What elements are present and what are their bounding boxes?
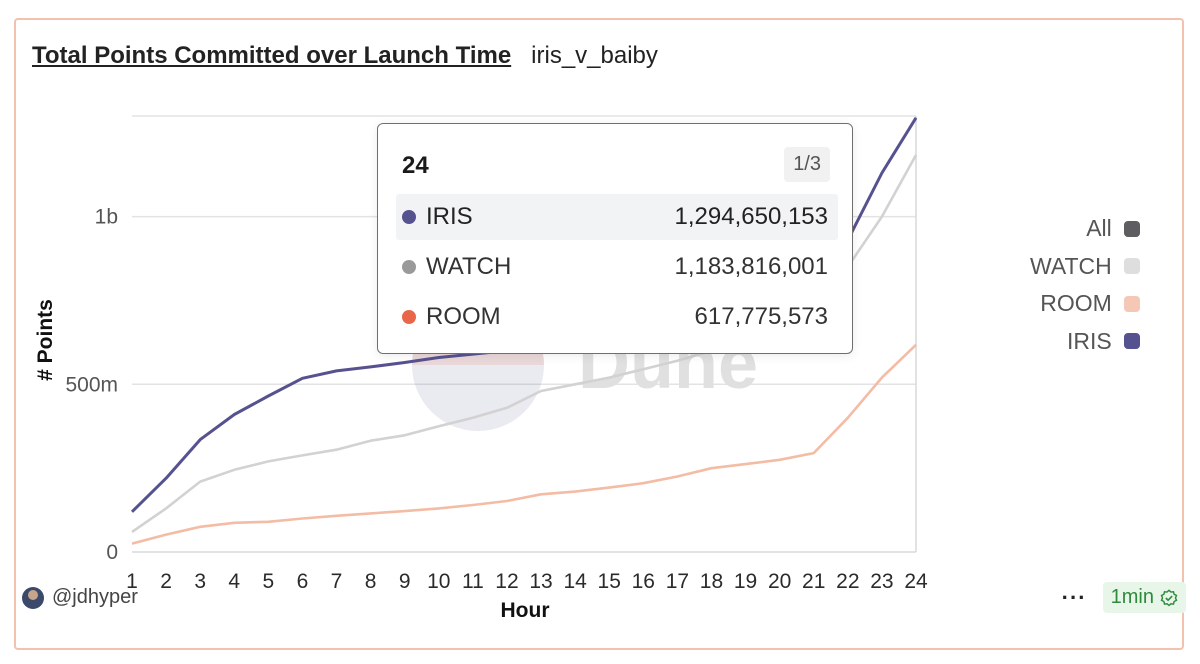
legend-item-all[interactable]: All <box>1030 210 1140 248</box>
footer-actions: ··· 1min <box>1062 582 1186 613</box>
tooltip-dot <box>402 210 416 224</box>
refresh-interval: 1min <box>1110 586 1154 608</box>
legend-item-iris[interactable]: IRIS <box>1030 323 1140 361</box>
legend-label: IRIS <box>1067 327 1112 354</box>
legend-label: WATCH <box>1030 252 1112 279</box>
x-tick-label: 20 <box>768 570 791 593</box>
legend-item-room[interactable]: ROOM <box>1030 285 1140 323</box>
avatar <box>22 586 44 609</box>
verified-check-icon <box>1160 588 1178 606</box>
legend-label: ROOM <box>1040 290 1112 317</box>
x-tick-label: 9 <box>399 570 411 593</box>
tooltip-series-value: 1,183,816,001 <box>674 253 828 280</box>
x-tick-label: 7 <box>331 570 343 593</box>
x-tick-label: 15 <box>598 570 621 593</box>
legend-swatch <box>1123 295 1140 312</box>
tooltip-series-value: 1,294,650,153 <box>674 203 828 230</box>
y-tick-label: 0 <box>106 541 118 564</box>
x-tick-label: 6 <box>297 570 309 593</box>
chart-tooltip: 24 1/3 IRIS 1,294,650,153 WATCH 1,183,81… <box>377 123 853 354</box>
chart-subtitle: iris_v_baiby <box>531 42 658 69</box>
tooltip-dot <box>402 260 416 274</box>
x-tick-label: 14 <box>563 570 587 593</box>
tooltip-series-name: ROOM <box>426 303 501 330</box>
x-tick-label: 8 <box>365 570 377 593</box>
x-ticks: 1 2 3 4 5 6 7 8 9 10 11 12 13 14 15 16 17 18 19 20 21 22 23 24 <box>126 570 928 593</box>
tooltip-row-iris: IRIS 1,294,650,153 <box>396 194 838 240</box>
x-tick-label: 17 <box>666 570 689 593</box>
tooltip-series-name: IRIS <box>426 203 473 230</box>
tooltip-series-name: WATCH <box>426 253 512 280</box>
x-tick-label: 10 <box>427 570 450 593</box>
tooltip-row-watch: WATCH 1,183,816,001 <box>396 244 838 290</box>
refresh-badge[interactable]: 1min <box>1102 582 1186 613</box>
x-tick-label: 19 <box>734 570 757 593</box>
legend-label: All <box>1086 215 1112 242</box>
y-ticks: 0 500m 1b <box>65 206 118 564</box>
more-options-button[interactable]: ··· <box>1061 584 1087 610</box>
x-tick-label: 1 <box>126 570 138 593</box>
legend-swatch <box>1123 333 1140 350</box>
legend-item-watch[interactable]: WATCH <box>1030 248 1140 286</box>
legend: All WATCH ROOM IRIS <box>1030 210 1140 360</box>
x-tick-label: 2 <box>160 570 172 593</box>
x-tick-label: 5 <box>263 570 275 593</box>
tooltip-series-value: 617,775,573 <box>694 303 828 330</box>
tooltip-dot <box>402 310 416 324</box>
legend-swatch <box>1123 220 1140 237</box>
x-tick-label: 21 <box>802 570 825 593</box>
x-tick-label: 3 <box>194 570 206 593</box>
tooltip-row-room: ROOM 617,775,573 <box>396 294 838 340</box>
y-tick-label: 500m <box>65 373 118 396</box>
tooltip-pager[interactable]: 1/3 <box>784 147 830 182</box>
y-axis-title: # Points <box>34 299 57 381</box>
y-tick-label: 1b <box>95 206 118 229</box>
x-tick-label: 22 <box>836 570 859 593</box>
x-tick-label: 24 <box>904 570 928 593</box>
x-tick-label: 11 <box>462 570 484 593</box>
author-handle: @jdhyper <box>52 586 138 608</box>
x-tick-label: 12 <box>495 570 518 593</box>
x-tick-label: 23 <box>870 570 893 593</box>
x-tick-label: 4 <box>228 570 240 593</box>
x-axis-title: Hour <box>501 599 550 622</box>
legend-swatch <box>1123 258 1140 275</box>
x-tick-label: 16 <box>632 570 655 593</box>
title-row: Total Points Committed over Launch Time … <box>32 42 658 70</box>
tooltip-header: 24 <box>402 152 429 179</box>
author[interactable]: @jdhyper <box>22 586 138 609</box>
chart-title-link[interactable]: Total Points Committed over Launch Time <box>32 42 512 69</box>
series-line-room[interactable] <box>131 343 917 545</box>
x-tick-label: 13 <box>529 570 552 593</box>
x-tick-label: 18 <box>700 570 723 593</box>
